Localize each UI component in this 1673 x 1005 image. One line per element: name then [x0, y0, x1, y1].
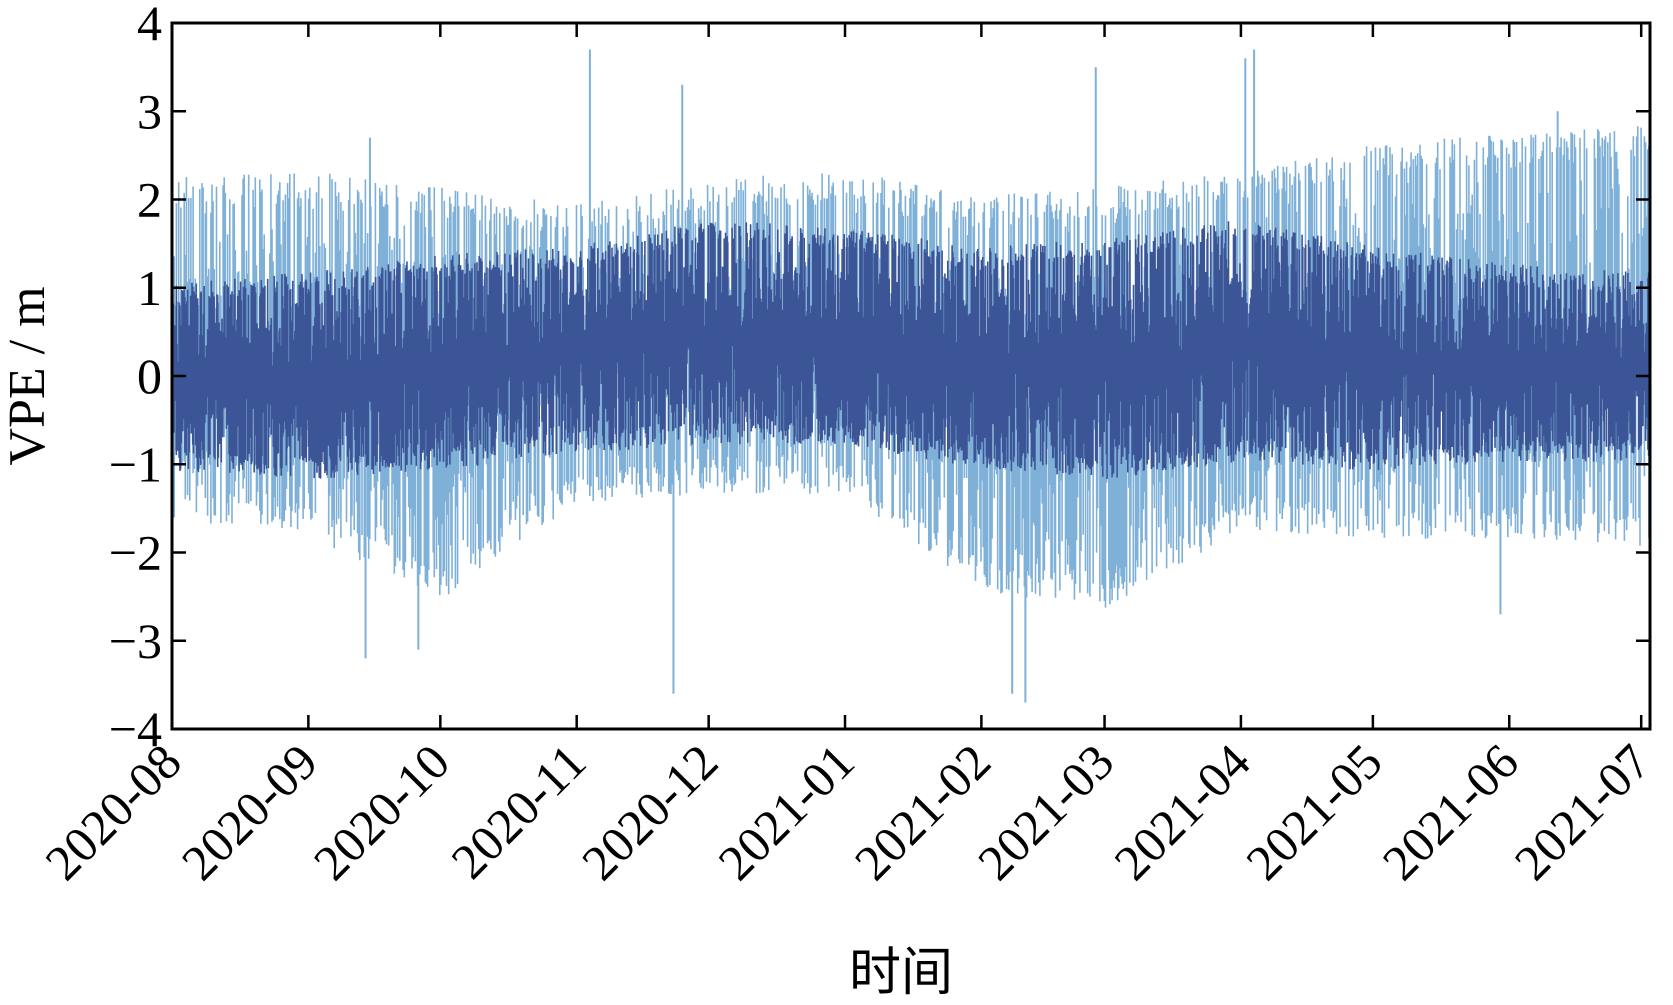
y-tick-label: 1 — [137, 260, 162, 316]
y-tick-label: −3 — [109, 613, 162, 669]
x-tick-label: 2020-09 — [171, 733, 328, 890]
x-tick-label: 2021-04 — [1103, 733, 1260, 890]
x-tick-label: 2021-03 — [967, 733, 1124, 890]
y-axis: 4 3 2 1 0 −1 −2 −3 −4 — [109, 0, 1650, 757]
y-tick-label: 0 — [137, 348, 162, 404]
y-tick-label: −1 — [109, 436, 162, 492]
y-axis-title: VPE / m — [0, 286, 56, 465]
x-axis-title: 时间 — [849, 945, 953, 1002]
y-tick-label: −2 — [109, 525, 162, 581]
y-tick-label: 4 — [137, 0, 162, 51]
x-tick-label: 2020-10 — [303, 733, 460, 890]
y-tick-label: −4 — [109, 701, 162, 757]
y-tick-label: 2 — [137, 172, 162, 228]
x-tick-label: 2021-02 — [844, 733, 1001, 890]
x-tick-label: 2020-12 — [571, 733, 728, 890]
y-tick-label: 3 — [137, 83, 162, 139]
x-tick-label: 2021-07 — [1504, 733, 1661, 890]
x-tick-label: 2021-06 — [1372, 733, 1529, 890]
x-tick-label: 2021-01 — [707, 733, 864, 890]
x-tick-label: 2020-11 — [440, 733, 596, 889]
x-tick-label: 2021-05 — [1235, 733, 1392, 890]
